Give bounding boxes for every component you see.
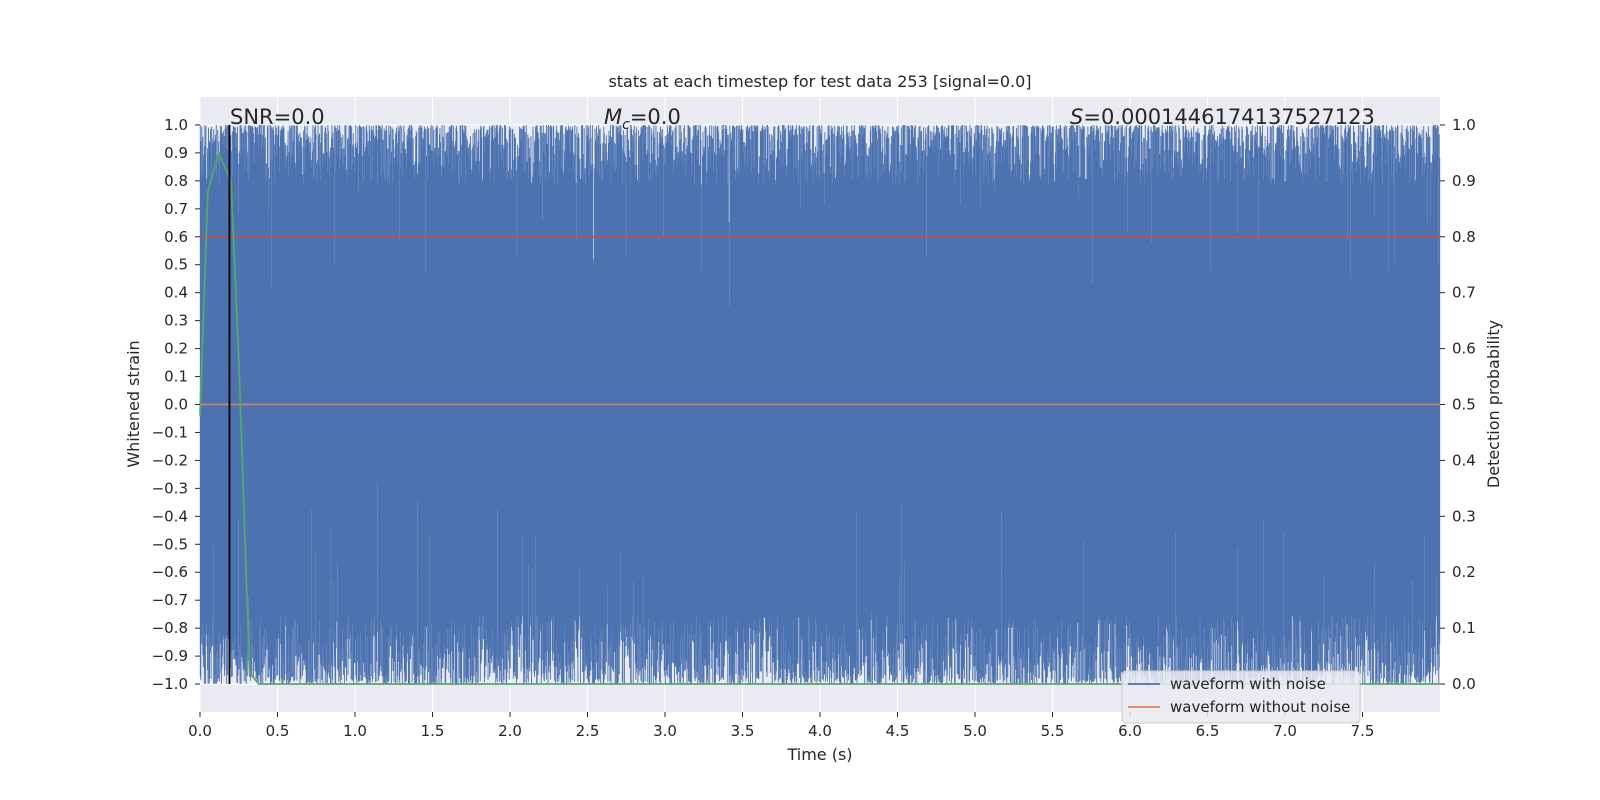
y2-tick-label: 0.7	[1452, 284, 1476, 302]
y-tick-labels: 1.0 0.9 0.8 0.7 0.6 0.5 0.4 0.3 0.2 0.1 0.0 −0.1 −0.…	[152, 116, 200, 693]
y2-tick-label: 0.4	[1452, 451, 1476, 469]
y-tick-label: −0.2	[152, 451, 188, 469]
legend-box	[1121, 670, 1361, 724]
mc-subscript: c	[622, 117, 630, 133]
s-symbol: S	[1070, 105, 1083, 129]
y2-tick-label: 0.9	[1452, 172, 1476, 190]
y-tick-label: 0.2	[164, 340, 188, 358]
y-tick-label: 0.6	[164, 228, 188, 246]
x-tick-label: 0.0	[188, 722, 212, 740]
x-tick-label: 4.5	[886, 722, 910, 740]
x-tick-label: 3.0	[653, 722, 677, 740]
s-value: =0.0001446174137527123	[1083, 105, 1375, 129]
y-tick-label: −0.1	[152, 423, 188, 441]
y-axis-label: Whitened strain	[124, 340, 143, 467]
overlays	[199, 124, 1440, 685]
y-tick-label: −0.4	[152, 507, 188, 525]
y2-axis-label: Detection probability	[1484, 320, 1503, 488]
x-tick-label: 1.0	[343, 722, 367, 740]
y-tick-label: −0.8	[152, 619, 188, 637]
y2-tick-label: 0.3	[1452, 507, 1476, 525]
detection-probability-line	[199, 150, 1440, 685]
y-tick-label: 1.0	[164, 116, 188, 134]
y-tick-label: −0.5	[152, 535, 188, 553]
y2-tick-labels: 1.0 0.9 0.8 0.7 0.6 0.5 0.4 0.3 0.2 0.1 0.0	[1440, 116, 1476, 693]
mc-symbol: M	[604, 105, 622, 129]
x-tick-label: 5.0	[963, 722, 987, 740]
x-tick-labels: 0.0 0.5 1.0 1.5 2.0 2.5 3.0 3.5 4.0 4.5 5.0 5.5 6.0 6…	[188, 712, 1374, 740]
y-tick-label: 0.7	[164, 200, 188, 218]
y2-tick-label: 0.6	[1452, 340, 1476, 358]
y2-tick-label: 0.5	[1452, 396, 1476, 414]
x-tick-label: 6.0	[1118, 722, 1142, 740]
y-tick-label: 0.1	[164, 368, 188, 386]
s-annotation: S=0.0001446174137527123	[1070, 105, 1375, 129]
x-tick-label: 1.5	[421, 722, 445, 740]
y2-tick-label: 0.2	[1452, 563, 1476, 581]
x-tick-label: 2.5	[576, 722, 600, 740]
x-tick-label: 7.0	[1273, 722, 1297, 740]
legend-label-noise: waveform with noise	[1170, 675, 1326, 693]
x-axis-label: Time (s)	[786, 745, 852, 764]
legend: waveform with noise waveform without noi…	[1121, 670, 1361, 724]
x-tick-label: 7.5	[1351, 722, 1375, 740]
chart-title: stats at each timestep for test data 253…	[608, 72, 1031, 91]
y-tick-label: 0.0	[164, 396, 188, 414]
y-tick-label: −0.7	[152, 591, 188, 609]
y2-tick-label: 0.0	[1452, 675, 1476, 693]
legend-label-clean: waveform without noise	[1170, 698, 1350, 716]
y-tick-label: 0.3	[164, 312, 188, 330]
y-tick-label: −0.3	[152, 479, 188, 497]
x-tick-label: 5.5	[1041, 722, 1065, 740]
x-tick-label: 2.0	[498, 722, 522, 740]
snr-annotation: SNR=0.0	[230, 105, 325, 129]
y2-tick-label: 1.0	[1452, 116, 1476, 134]
y2-tick-label: 0.8	[1452, 228, 1476, 246]
y-tick-label: 0.4	[164, 284, 188, 302]
mc-annotation: Mc=0.0	[604, 105, 681, 133]
x-tick-label: 0.5	[266, 722, 290, 740]
y2-tick-label: 0.1	[1452, 619, 1476, 637]
y-tick-label: −0.9	[152, 647, 188, 665]
y-tick-label: −1.0	[152, 675, 188, 693]
y-tick-label: −0.6	[152, 563, 188, 581]
x-tick-label: 3.5	[731, 722, 755, 740]
x-tick-label: 6.5	[1196, 722, 1220, 740]
x-tick-label: 4.0	[808, 722, 832, 740]
y-tick-label: 0.5	[164, 256, 188, 274]
y-tick-label: 0.9	[164, 144, 188, 162]
y-tick-label: 0.8	[164, 172, 188, 190]
mc-value: =0.0	[630, 105, 681, 129]
